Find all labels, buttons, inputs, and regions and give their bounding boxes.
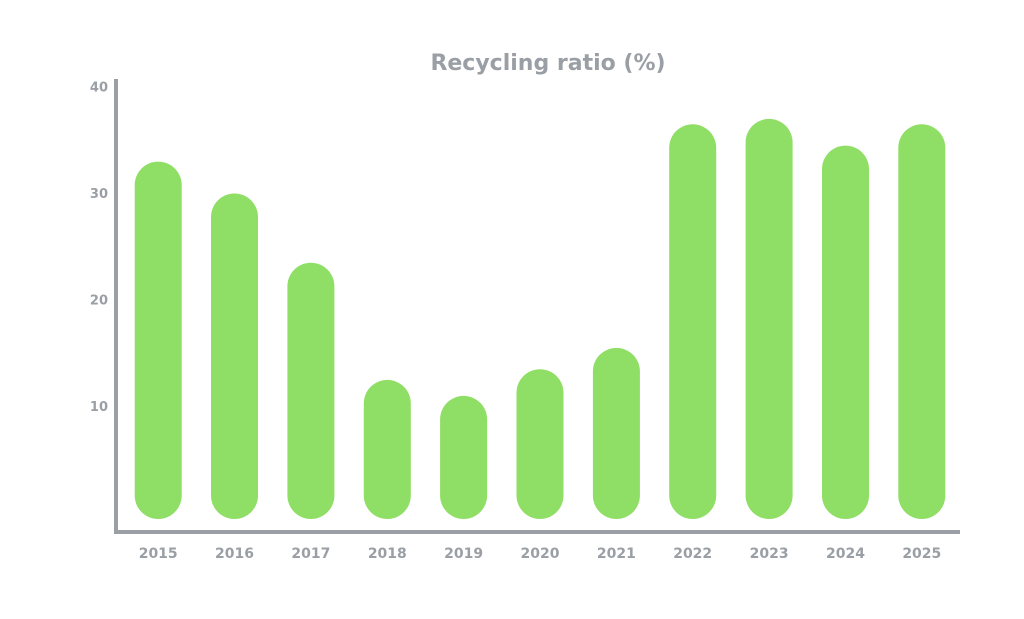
- bar-2024: [822, 145, 869, 519]
- bar-2023: [745, 118, 793, 520]
- bar-2020: [516, 369, 564, 519]
- bar-2018: [363, 379, 411, 519]
- x-tick-label-2025: 2025: [902, 546, 941, 562]
- x-tick-label-2022: 2022: [673, 546, 712, 562]
- bar-2015: [134, 161, 182, 519]
- bars-group: [134, 118, 946, 520]
- x-tick-label-2019: 2019: [444, 546, 483, 562]
- bar-2019: [440, 395, 488, 519]
- x-tick-label-2020: 2020: [521, 546, 560, 562]
- x-tick-label-2021: 2021: [597, 546, 636, 562]
- bar-2017: [287, 262, 335, 519]
- x-axis-labels: 2015 2016 2017 2018 2019 2020 2021 2022 2023 2024…: [139, 546, 942, 562]
- bar-2021: [592, 347, 640, 519]
- y-tick-label-10: 10: [90, 400, 108, 415]
- y-axis-ticks: 10 20 30 40: [90, 81, 108, 416]
- chart-title: Recycling ratio (%): [430, 51, 665, 76]
- x-tick-label-2024: 2024: [826, 546, 865, 562]
- bar-2025: [898, 124, 946, 520]
- y-tick-label-30: 30: [90, 187, 108, 202]
- x-tick-label-2017: 2017: [291, 546, 330, 562]
- bar-2022: [669, 124, 717, 520]
- x-tick-label-2016: 2016: [215, 546, 254, 562]
- y-tick-label-20: 20: [90, 294, 108, 309]
- x-tick-label-2018: 2018: [368, 546, 407, 562]
- x-tick-label-2023: 2023: [750, 546, 789, 562]
- y-tick-label-40: 40: [90, 81, 108, 96]
- x-tick-label-2015: 2015: [139, 546, 178, 562]
- bar-2016: [211, 193, 258, 519]
